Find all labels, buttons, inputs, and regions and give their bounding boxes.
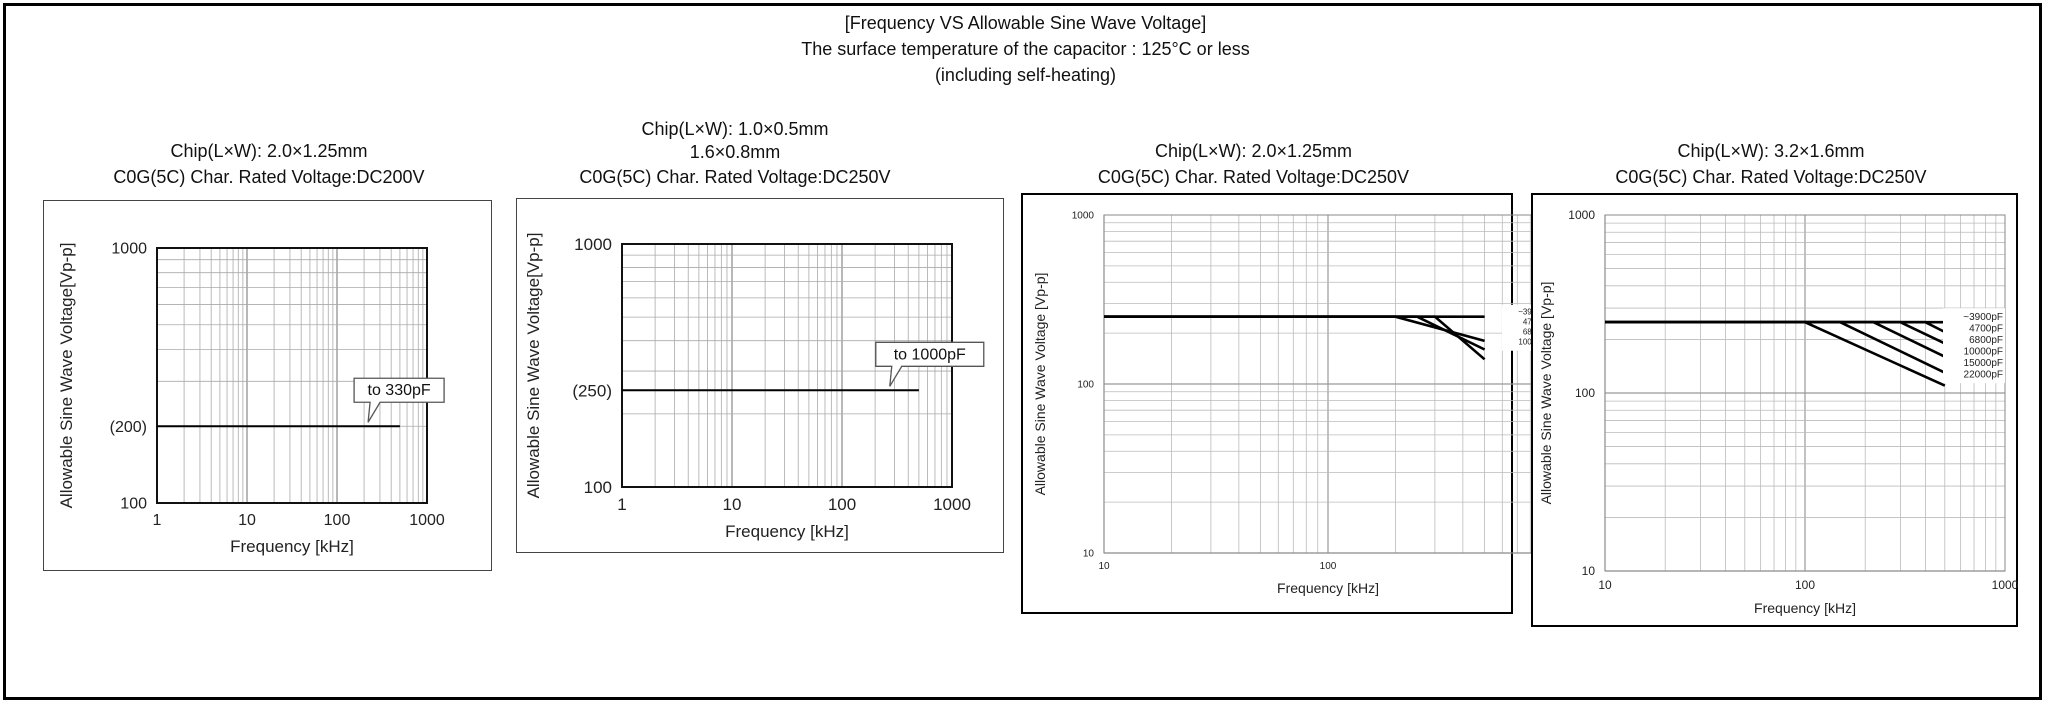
chart2-svg: 1 10 100 1000 100 (250) 1000 Frequency [kHz] All… xyxy=(524,233,985,541)
callout-box xyxy=(875,341,985,387)
x-tick-label: 1000 xyxy=(933,495,971,514)
chart2-panel: 1 10 100 1000 100 (250) 1000 Frequency [kHz] All… xyxy=(516,198,1004,553)
x-tick-label: 1000 xyxy=(409,512,445,529)
y-tick-label: 100 xyxy=(584,478,612,497)
x-tick-label: 10 xyxy=(238,512,256,529)
chart1-caption-line2: C0G(5C) Char. Rated Voltage:DC200V xyxy=(113,167,425,187)
figure-title: [Frequency VS Allowable Sine Wave Voltag… xyxy=(844,13,1207,33)
x-tick-label: 10 xyxy=(1598,578,1612,592)
chart4-svg: 10 100 1000 10 100 1000 Frequency [kHz] Allowab… xyxy=(1538,208,2019,616)
figure-subtitle: The surface temperature of the capacitor… xyxy=(801,39,1250,59)
y-tick-label: 1000 xyxy=(574,235,612,254)
x-axis-label: Frequency [kHz] xyxy=(1277,580,1379,596)
grid xyxy=(1103,215,1552,554)
legend-entry: 22000pF xyxy=(1964,370,2003,381)
y-tick-label: (200) xyxy=(110,419,147,436)
figure-note: (including self-heating) xyxy=(934,65,1117,85)
grid xyxy=(156,248,427,504)
series-line xyxy=(1104,315,1486,361)
y-tick-label: 100 xyxy=(1077,380,1094,391)
chart3-caption-line2: C0G(5C) Char. Rated Voltage:DC250V xyxy=(1097,167,1410,187)
y-tick-label: 100 xyxy=(1575,386,1595,400)
series-line xyxy=(1605,320,1946,387)
callout-box xyxy=(353,377,445,423)
y-tick-label: (250) xyxy=(572,381,612,400)
chart2-caption-line1: Chip(L×W): 1.0×0.5mm xyxy=(641,119,829,139)
x-tick-label: 100 xyxy=(828,495,856,514)
x-tick-label: 1 xyxy=(153,512,162,529)
x-axis-label: Frequency [kHz] xyxy=(230,537,354,556)
callout-label: to 1000pF xyxy=(894,346,966,363)
chart4-caption-line1: Chip(L×W): 3.2×1.6mm xyxy=(1677,141,1865,161)
grid xyxy=(621,244,952,488)
y-tick-label: 1000 xyxy=(1072,211,1095,222)
chart4-caption-line2: C0G(5C) Char. Rated Voltage:DC250V xyxy=(1615,167,1927,187)
y-tick-label: 100 xyxy=(120,496,147,513)
plot-area xyxy=(1604,214,2006,572)
legend-entry: 10000pF xyxy=(1964,347,2003,358)
chart1-panel: 1 10 100 1000 100 (200) 1000 Frequency [kHz] All… xyxy=(43,200,492,571)
legend-entry: 4700pF xyxy=(1969,324,2003,335)
plot-area xyxy=(156,247,428,504)
y-axis-label: Allowable Sine Wave Voltage[Vp-p] xyxy=(524,233,543,499)
x-tick-label: 10 xyxy=(1098,561,1110,572)
x-tick-label: 10 xyxy=(723,495,742,514)
chart3-caption-line1: Chip(L×W): 2.0×1.25mm xyxy=(1154,141,1353,161)
y-tick-label: 1000 xyxy=(1568,208,1595,222)
legend-entry: ~3900pF xyxy=(1963,312,2003,323)
chart2-caption-line2: 1.6×0.8mm xyxy=(689,142,781,162)
x-tick-label: 100 xyxy=(1320,561,1337,572)
legend-entry: 15000pF xyxy=(1964,358,2003,369)
y-axis-label: Allowable Sine Wave Voltage [Vp-p] xyxy=(1538,282,1554,505)
x-axis-label: Frequency [kHz] xyxy=(725,522,849,541)
series-line xyxy=(1605,320,1946,374)
y-axis-label: Allowable Sine Wave Voltage[Vp-p] xyxy=(57,243,76,509)
chart1-svg: 1 10 100 1000 100 (200) 1000 Frequency [kHz] All… xyxy=(57,241,445,556)
callout-label: to 330pF xyxy=(368,382,431,399)
x-tick-label: 1000 xyxy=(1992,578,2019,592)
grid xyxy=(1604,215,2005,572)
chart4-panel: 10 100 1000 10 100 1000 Frequency [kHz] Allowab… xyxy=(1531,193,2019,627)
y-tick-label: 10 xyxy=(1582,564,1596,578)
x-axis-label: Frequency [kHz] xyxy=(1754,600,1856,616)
legend-box xyxy=(1943,308,2005,384)
figure-frame: [Frequency VS Allowable Sine Wave Voltag… xyxy=(3,3,2042,700)
y-tick-label: 1000 xyxy=(111,241,147,258)
x-tick-label: 100 xyxy=(1795,578,1815,592)
y-axis-label: Allowable Sine Wave Voltage [Vp-p] xyxy=(1032,273,1048,496)
x-tick-label: 100 xyxy=(324,512,351,529)
chart2-caption-line3: C0G(5C) Char. Rated Voltage:DC250V xyxy=(579,167,891,187)
legend-entry: 6800pF xyxy=(1969,335,2003,346)
chart1-caption-line1: Chip(L×W): 2.0×1.25mm xyxy=(170,141,368,161)
series-line xyxy=(1605,320,1946,334)
y-tick-label: 10 xyxy=(1083,549,1095,560)
x-tick-label: 1 xyxy=(617,495,626,514)
